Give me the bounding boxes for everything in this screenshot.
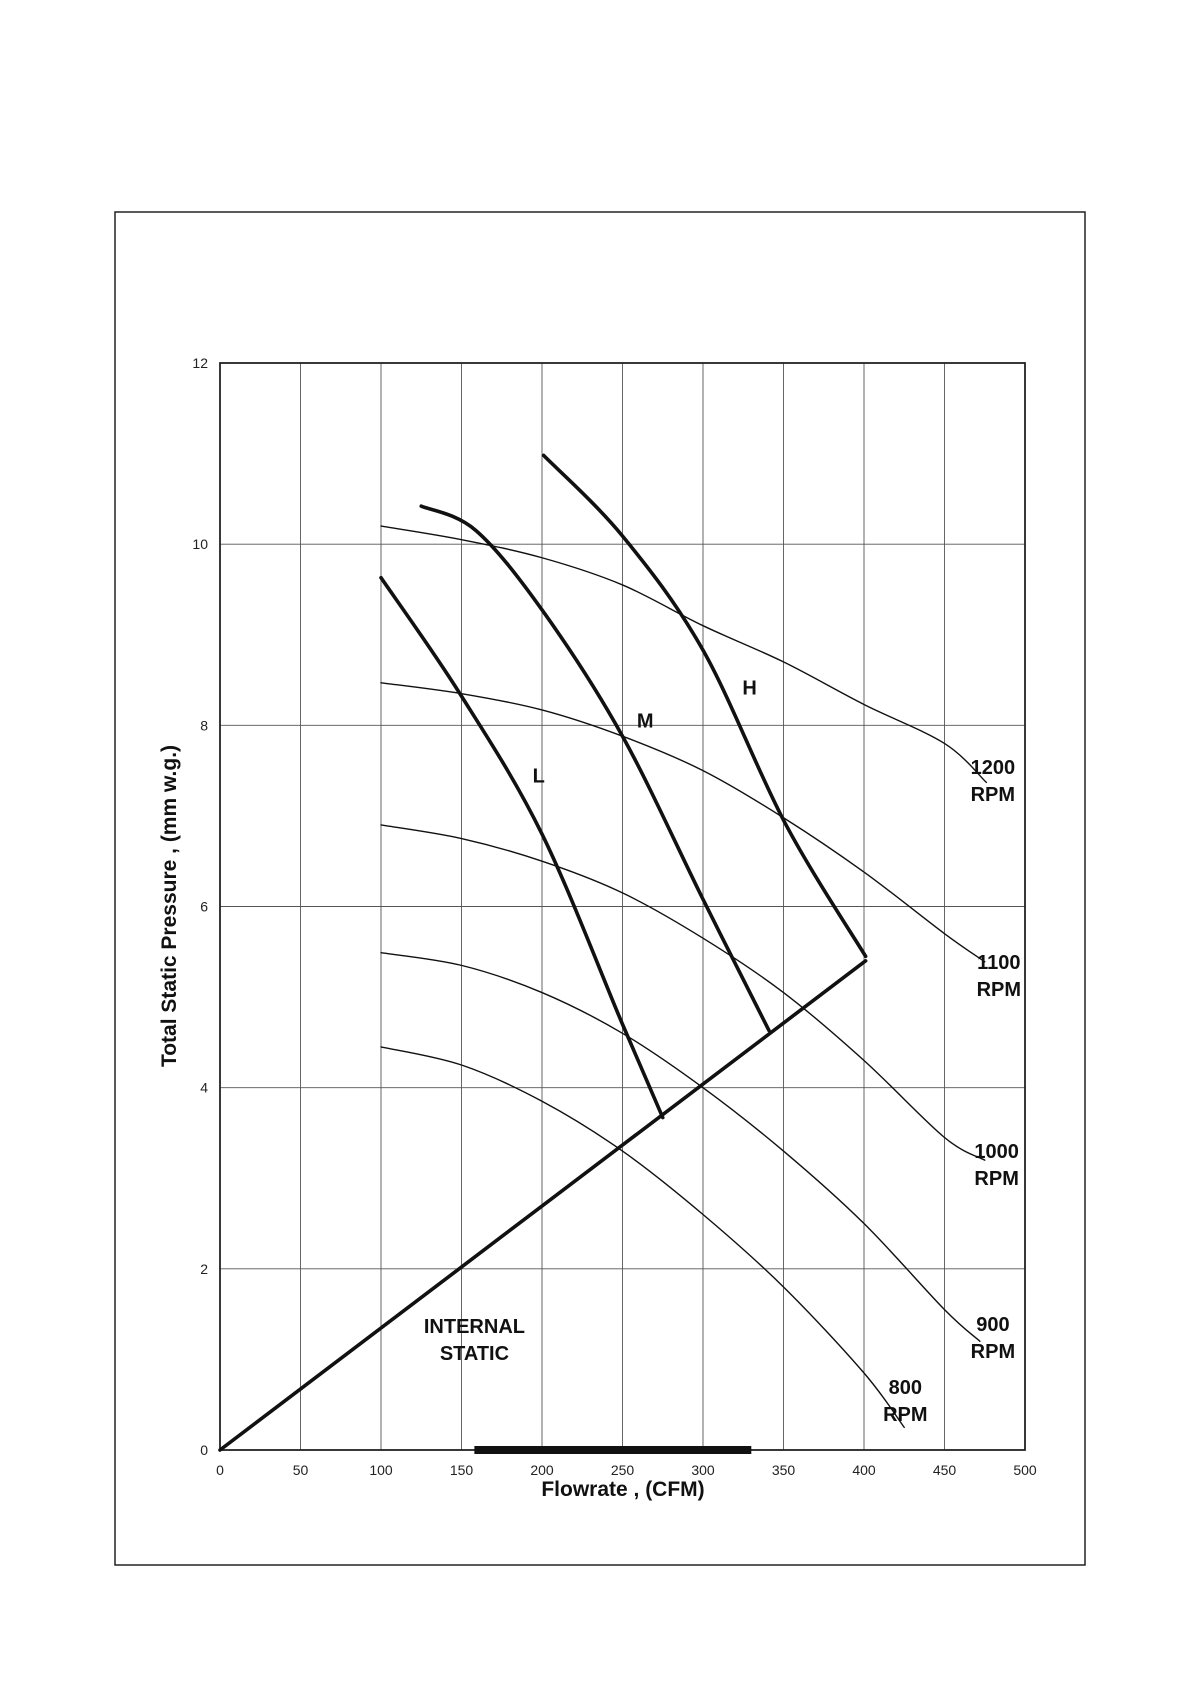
series-line xyxy=(380,682,986,963)
x-tick-label: 400 xyxy=(852,1462,876,1478)
series-line xyxy=(541,453,868,959)
x-tick-label: 450 xyxy=(933,1462,957,1478)
x-tick-label: 0 xyxy=(216,1462,224,1478)
series-line xyxy=(380,824,986,1161)
series-label: M xyxy=(636,710,654,733)
x-tick-label: 50 xyxy=(293,1462,309,1478)
x-tick-label: 150 xyxy=(450,1462,474,1478)
x-tick-label: 200 xyxy=(530,1462,554,1478)
x-tick-label: 100 xyxy=(369,1462,393,1478)
y-axis-title: Total Static Pressure , (mm w.g.) xyxy=(158,744,181,1068)
y-tick-label: 10 xyxy=(192,536,208,552)
series-line xyxy=(380,1046,905,1429)
y-tick-label: 2 xyxy=(200,1261,208,1277)
series-line xyxy=(380,951,981,1342)
series-line xyxy=(419,504,771,1033)
y-tick-label: 0 xyxy=(200,1442,208,1458)
series-label: 800 RPM xyxy=(883,1377,928,1427)
series-line xyxy=(380,525,988,784)
series-label: 1000 RPM xyxy=(974,1140,1019,1190)
y-tick-label: 6 xyxy=(200,899,208,915)
y-tick-label: 4 xyxy=(200,1080,208,1096)
series-label: L xyxy=(532,765,545,788)
series-line xyxy=(218,959,868,1452)
series-line xyxy=(379,575,665,1120)
x-tick-label: 300 xyxy=(691,1462,715,1478)
y-tick-label: 12 xyxy=(192,355,208,371)
series-label: 1200 RPM xyxy=(970,757,1016,807)
x-axis-title: Flowrate , (CFM) xyxy=(541,1478,705,1501)
x-tick-label: 500 xyxy=(1013,1462,1037,1478)
series-label: 1100 RPM xyxy=(976,951,1022,1001)
x-tick-label: 250 xyxy=(611,1462,635,1478)
series-label: INTERNAL STATIC xyxy=(423,1315,525,1365)
series-label: 900 RPM xyxy=(970,1314,1016,1364)
x-tick-label: 350 xyxy=(772,1462,796,1478)
page-frame xyxy=(114,211,1086,1566)
series-label: H xyxy=(742,677,757,700)
y-tick-label: 8 xyxy=(200,717,208,733)
